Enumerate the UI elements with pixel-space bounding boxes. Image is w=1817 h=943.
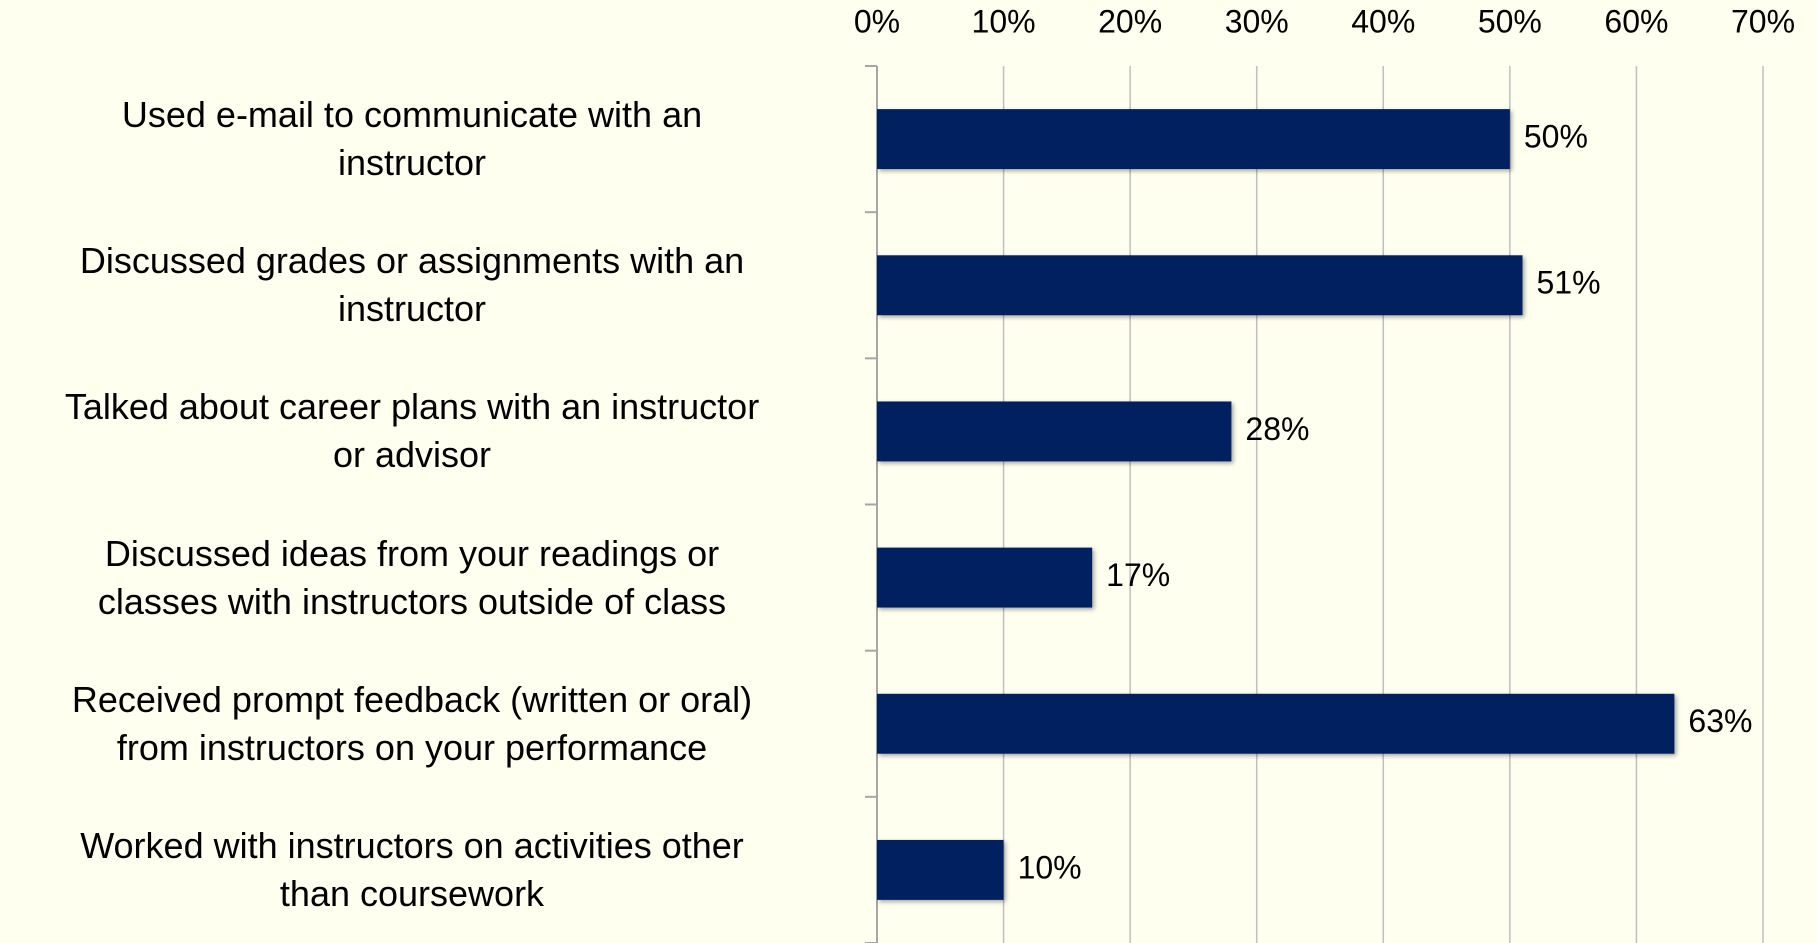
- value-label: 28%: [1245, 411, 1309, 447]
- x-tick-label: 30%: [1225, 3, 1289, 39]
- bar: [877, 839, 1004, 900]
- x-tick-label: 10%: [972, 3, 1036, 39]
- y-tick-label: Discussed grades or assignments with an …: [79, 240, 745, 330]
- value-label: 63%: [1688, 703, 1752, 739]
- value-label: 51%: [1537, 265, 1601, 301]
- bar: [877, 255, 1523, 316]
- bar: [877, 401, 1232, 462]
- y-tick-label: Received prompt feedback (written or ora…: [71, 678, 753, 768]
- x-tick-label: 60%: [1604, 3, 1668, 39]
- x-tick-label: 50%: [1478, 3, 1542, 39]
- x-tick-label: 0%: [854, 3, 900, 39]
- y-tick-label: Talked about career plans with an instru…: [64, 386, 760, 476]
- value-label: 17%: [1106, 557, 1170, 593]
- bar: [877, 109, 1510, 170]
- value-label: 10%: [1018, 849, 1082, 885]
- x-tick-label: 40%: [1351, 3, 1415, 39]
- value-label: 50%: [1524, 119, 1588, 155]
- bar: [877, 547, 1093, 608]
- y-tick-label: Worked with instructors on activities ot…: [80, 824, 744, 914]
- x-tick-label: 70%: [1731, 3, 1795, 39]
- x-tick-label: 20%: [1098, 3, 1162, 39]
- y-tick-label: Discussed ideas from your readings or cl…: [97, 532, 727, 622]
- y-tick-label: Used e-mail to communicate with an instr…: [121, 94, 703, 184]
- bar: [877, 693, 1675, 754]
